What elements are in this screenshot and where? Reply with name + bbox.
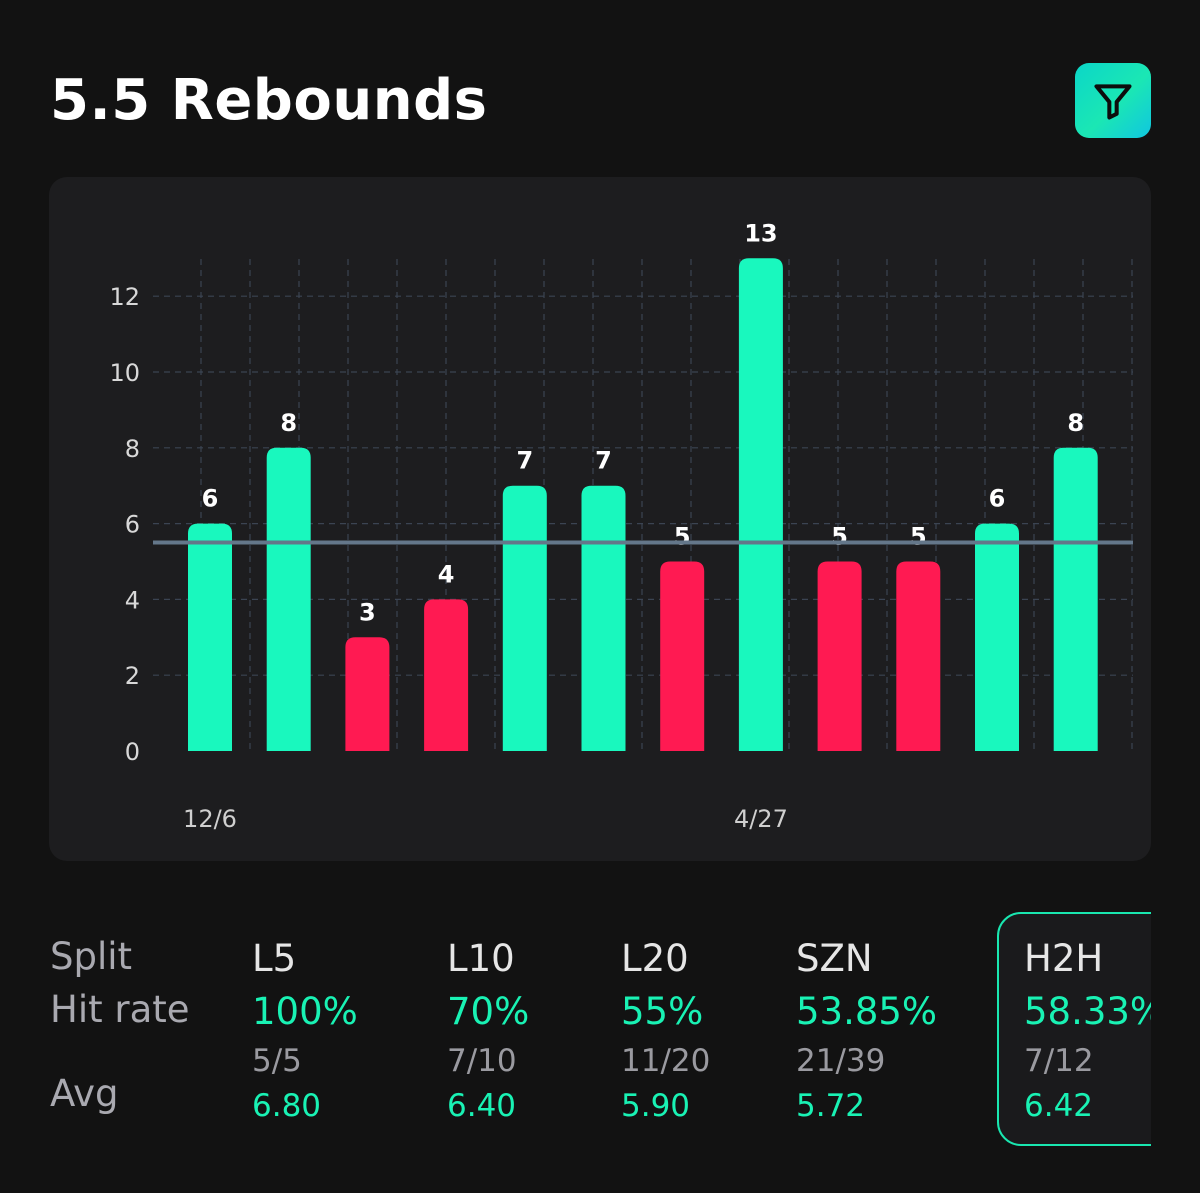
bar-hit	[188, 523, 232, 751]
hit-record: 7/10	[447, 1043, 517, 1079]
hit-record: 11/20	[621, 1043, 711, 1079]
split-name: H2H	[1024, 937, 1104, 980]
stats-table: Split Hit rate Avg	[0, 900, 1200, 1160]
hit-record: 7/12	[1024, 1043, 1094, 1079]
bar-value-label: 13	[744, 219, 777, 247]
average: 6.40	[447, 1088, 517, 1124]
split-name: L5	[252, 937, 297, 980]
y-tick-label: 4	[125, 586, 140, 614]
bar-value-label: 5	[831, 523, 848, 551]
bar-chart: 0 2 4 6 8 10 12 6 12/6 8 3 4 7 7 5 13 4/27 5 5 6 8	[109, 219, 1133, 833]
bar-miss	[660, 561, 705, 751]
y-tick-label: 0	[125, 738, 140, 766]
page-title: 5.5 Rebounds	[50, 68, 488, 133]
hit-rate: 58.33%	[1024, 990, 1166, 1033]
hit-rate: 53.85%	[796, 990, 938, 1033]
bar-miss	[424, 599, 469, 751]
screen-edge-mask	[1151, 880, 1200, 1180]
x-tick-label: 12/6	[183, 805, 237, 833]
hit-record: 21/39	[796, 1043, 886, 1079]
average: 6.42	[1024, 1088, 1094, 1124]
y-tick-label: 12	[109, 283, 140, 311]
hit-rate: 100%	[252, 990, 358, 1033]
y-tick-label: 2	[125, 662, 140, 690]
bar-value-label: 7	[595, 447, 612, 475]
bar-value-label: 6	[202, 485, 219, 513]
split-row-label: Split	[50, 935, 133, 978]
split-name: SZN	[796, 937, 873, 980]
avg-row-label: Avg	[50, 1072, 119, 1115]
bar-hit	[266, 447, 311, 751]
bar-miss	[345, 637, 390, 751]
bar-hit	[1053, 447, 1098, 751]
bar-value-label: 4	[438, 560, 455, 588]
y-tick-label: 8	[125, 435, 140, 463]
hit-record: 5/5	[252, 1043, 302, 1079]
bar-value-label: 8	[1067, 409, 1084, 437]
average: 5.90	[621, 1088, 691, 1124]
filter-button[interactable]	[1075, 63, 1151, 138]
bar-value-label: 6	[989, 485, 1006, 513]
stats-columns: L5 100% 5/5 6.80 L10 70% 7/10 6.40 L20 5…	[0, 900, 1200, 1160]
bar-miss	[896, 561, 941, 751]
bar-value-label: 5	[910, 523, 927, 551]
hit-rate: 55%	[621, 990, 704, 1033]
y-tick-label: 6	[125, 511, 140, 539]
bar-value-label: 3	[359, 598, 376, 626]
hit-rate-row-label: Hit rate	[50, 988, 190, 1031]
bar-miss	[817, 561, 862, 751]
average: 6.80	[252, 1088, 322, 1124]
bar-value-label: 8	[280, 409, 297, 437]
bar-hit	[581, 485, 626, 751]
bar-hit	[975, 523, 1019, 751]
filter-icon	[1094, 83, 1132, 120]
average: 5.72	[796, 1088, 866, 1124]
hit-rate: 70%	[447, 990, 530, 1033]
x-tick-label: 4/27	[734, 805, 788, 833]
y-tick-label: 10	[109, 359, 140, 387]
rebounds-chart: 0 2 4 6 8 10 12 6 12/6 8 3 4 7 7 5 13 4/27 5 5 6 8	[49, 177, 1151, 861]
split-name: L10	[447, 937, 515, 980]
bar-hit	[738, 258, 783, 751]
bar-value-label: 7	[516, 447, 533, 475]
split-name: L20	[621, 937, 689, 980]
bar-value-label: 5	[674, 523, 691, 551]
bar-hit	[502, 485, 547, 751]
